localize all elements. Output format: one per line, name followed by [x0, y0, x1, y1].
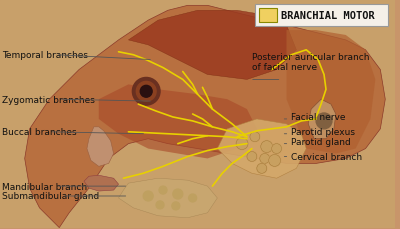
- Circle shape: [140, 86, 152, 98]
- Text: Buccal branches: Buccal branches: [2, 128, 77, 137]
- Polygon shape: [84, 175, 118, 191]
- Polygon shape: [99, 85, 257, 159]
- Circle shape: [236, 138, 248, 150]
- Circle shape: [136, 82, 156, 102]
- Polygon shape: [128, 11, 296, 80]
- Polygon shape: [217, 119, 306, 178]
- Text: BRANCHIAL MOTOR: BRANCHIAL MOTOR: [280, 11, 374, 21]
- Text: Facial nerve: Facial nerve: [292, 113, 346, 122]
- Bar: [259, 9, 277, 23]
- Circle shape: [189, 194, 196, 202]
- Polygon shape: [118, 178, 217, 218]
- Circle shape: [159, 186, 167, 194]
- Text: Temporal branches: Temporal branches: [2, 51, 88, 60]
- Circle shape: [173, 189, 183, 199]
- Text: Parotid plexus: Parotid plexus: [292, 128, 356, 137]
- Text: Mandibular branch: Mandibular branch: [2, 182, 87, 191]
- Text: Posterior auricular branch
of facial nerve: Posterior auricular branch of facial ner…: [252, 53, 370, 72]
- Circle shape: [172, 202, 180, 210]
- Circle shape: [272, 144, 282, 154]
- Circle shape: [261, 141, 273, 153]
- Text: Parotid gland: Parotid gland: [292, 138, 351, 147]
- Circle shape: [260, 154, 270, 164]
- Circle shape: [316, 114, 332, 129]
- Text: Zygomatic branches: Zygomatic branches: [2, 95, 95, 104]
- FancyBboxPatch shape: [255, 5, 388, 27]
- Circle shape: [156, 201, 164, 209]
- Polygon shape: [308, 100, 336, 139]
- Text: Cervical branch: Cervical branch: [292, 152, 362, 161]
- Text: Submandibular gland: Submandibular gland: [2, 192, 99, 201]
- Polygon shape: [286, 31, 375, 154]
- Polygon shape: [87, 127, 114, 167]
- Circle shape: [143, 191, 153, 201]
- Polygon shape: [25, 6, 385, 228]
- Circle shape: [132, 78, 160, 106]
- Circle shape: [269, 155, 280, 167]
- Circle shape: [257, 164, 267, 174]
- Circle shape: [247, 152, 257, 162]
- Circle shape: [250, 132, 260, 142]
